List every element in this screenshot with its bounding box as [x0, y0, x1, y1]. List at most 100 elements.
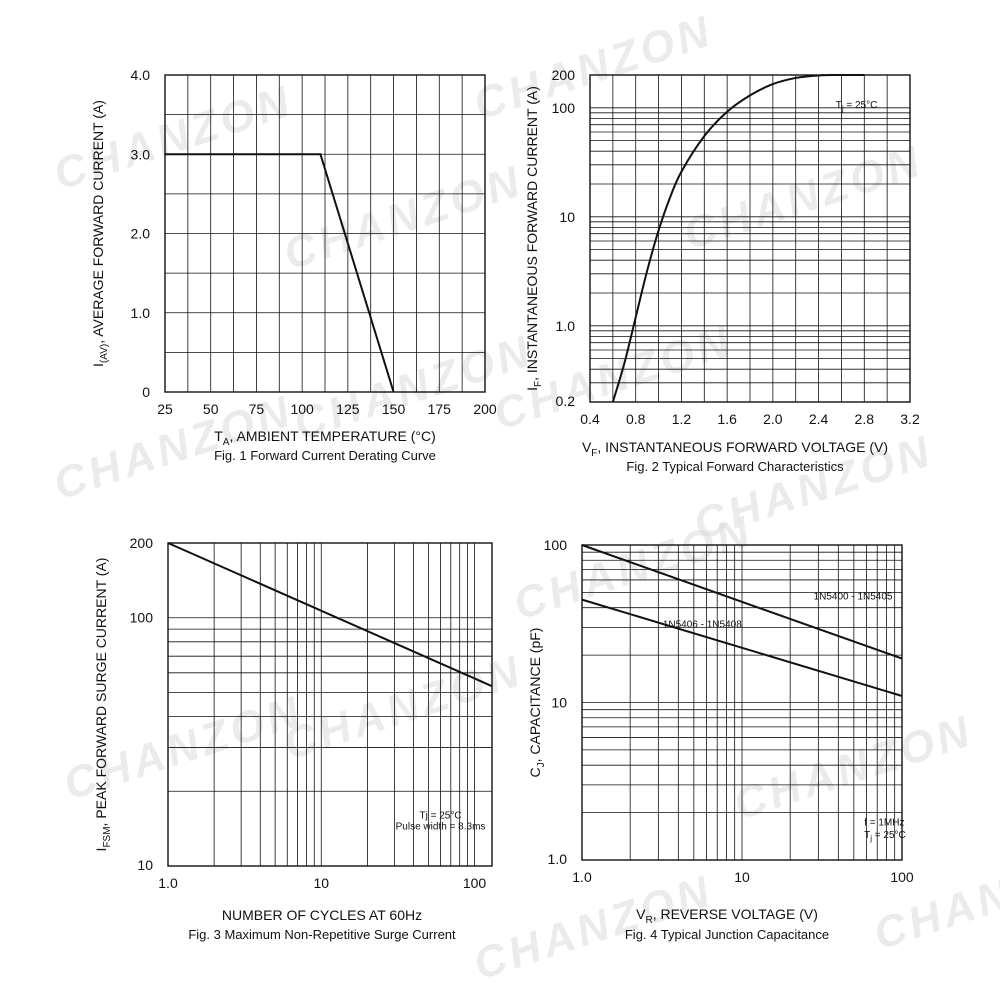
fig1-series — [165, 153, 395, 393]
fig2-x-tick-label: 0.4 — [580, 411, 600, 427]
watermark-text: CHANZON — [868, 836, 1000, 959]
fig4-x-tick-label: 100 — [890, 869, 914, 885]
fig4-series — [581, 544, 903, 697]
fig4-annotation-sub: j — [869, 834, 872, 843]
fig4-y-tick-label: 1.0 — [548, 851, 568, 867]
fig3-y-tick-label: 10 — [137, 857, 153, 873]
fig4-x-ticks: 1.0 10 100 — [572, 869, 914, 885]
fig4-annotation-main: 1N5400 - 1N5405 — [814, 592, 893, 603]
fig1-x-ticks: 25 50 75 100 125 150 175 200 — [157, 401, 497, 417]
fig3-x-tick-label: 10 — [313, 875, 329, 891]
fig3-x-tick-label: 1.0 — [158, 875, 178, 891]
fig2-x-tick-label: 1.2 — [672, 411, 692, 427]
fig2-y-tick-label: 10 — [559, 209, 575, 225]
fig4-annotation-rest: = 25°C — [872, 830, 906, 841]
fig4-y-ticks: 1.0 10 100 — [544, 537, 568, 867]
fig2-series — [611, 73, 865, 403]
watermark-text: CHANZON — [508, 506, 759, 629]
fig4-x-tick-label: 1.0 — [572, 869, 592, 885]
fig1-y-ticks: 0 1.0 2.0 3.0 4.0 — [131, 67, 151, 400]
fig4-annotations: 1N5400 - 1N5405 1N5406 - 1N5408 f = 1MHzTj… — [663, 592, 906, 843]
fig1-x-tick-label: 50 — [203, 401, 219, 417]
fig4-annotation-main: f = 1MHz — [864, 818, 904, 829]
fig4-annotation-main: 1N5406 - 1N5408 — [663, 619, 742, 630]
fig2-x-tick-label: 2.4 — [809, 411, 829, 427]
fig4-grid — [581, 544, 903, 861]
fig4-annotation: Tj = 25°C — [864, 830, 906, 843]
fig2-annotation: Tj = 25°C — [836, 100, 878, 113]
fig1-x-tick-label: 100 — [290, 401, 314, 417]
fig1-x-axis-label: TA, AMBIENT TEMPERATURE (°C) — [214, 428, 436, 448]
fig3-series-line-1 — [167, 542, 493, 688]
fig2-caption: Fig. 2 Typical Forward Characteristics — [626, 459, 844, 474]
fig4-annotation: 1N5406 - 1N5408 — [663, 619, 742, 630]
fig2-plot-frame — [589, 74, 911, 403]
watermark-text: CHANZON — [48, 76, 299, 199]
fig4-series-line-1 — [581, 544, 903, 660]
fig2-annotation-sub: j — [841, 104, 844, 113]
fig1-series-line-1 — [165, 153, 395, 393]
fig1-x-tick-label: 200 — [473, 401, 497, 417]
fig2-x-tick-label: 2.8 — [855, 411, 875, 427]
fig2-y-tick-label: 200 — [552, 67, 576, 83]
fig3-y-tick-label: 100 — [130, 610, 154, 626]
fig2-y-tick-label: 0.2 — [556, 393, 576, 409]
fig2-annotation-main: T — [836, 100, 842, 111]
fig1-caption: Fig. 1 Forward Current Derating Curve — [214, 448, 436, 463]
fig1-x-tick-label: 175 — [428, 401, 452, 417]
fig4-annotation: 1N5400 - 1N5405 — [814, 592, 893, 603]
fig2-forward-characteristics-chart: 0.4 0.8 1.2 1.6 2.0 2.4 2.8 3.2 0.21.010100200 … — [524, 67, 920, 474]
fig2-series-line-1 — [611, 73, 865, 403]
fig4-caption: Fig. 4 Typical Junction Capacitance — [625, 927, 829, 942]
fig3-plot-frame — [167, 542, 493, 867]
fig2-y-axis-label: IF, INSTANTANEOUS FORWARD CURRENT (A) — [524, 86, 544, 391]
fig1-x-tick-label: 125 — [336, 401, 360, 417]
fig2-x-tick-label: 0.8 — [626, 411, 646, 427]
fig2-y-tick-label: 100 — [552, 100, 576, 116]
fig3-annotation-main: Pulse width = 8.3ms — [396, 822, 486, 833]
fig2-annotation-rest: = 25°C — [844, 100, 878, 111]
fig1-x-tick-label: 25 — [157, 401, 173, 417]
watermark-text: CHANZON — [278, 646, 529, 769]
fig3-caption: Fig. 3 Maximum Non-Repetitive Surge Curr… — [188, 927, 456, 942]
fig3-x-tick-label: 100 — [463, 875, 487, 891]
fig2-x-tick-label: 3.2 — [900, 411, 920, 427]
fig4-y-axis-label: CJ, CAPACITANCE (pF) — [527, 628, 547, 778]
fig4-annotation: f = 1MHz — [864, 818, 904, 829]
fig4-y-tick-label: 100 — [544, 537, 568, 553]
fig2-annotations: Tj = 25°C — [836, 100, 878, 113]
fig1-derating-chart: 25 50 75 100 125 150 175 200 0 1.0 2.0 3.0 4.0 TA, … — [90, 67, 497, 463]
fig3-annotation: Pulse width = 8.3ms — [396, 822, 486, 833]
fig3-y-axis-label: IFSM, PEAK FORWARD SURGE CURRENT (A) — [93, 558, 113, 852]
fig2-x-axis-label: VF, INSTANTANEOUS FORWARD VOLTAGE (V) — [582, 439, 888, 459]
fig4-annotation-main: T — [864, 830, 870, 841]
watermark-text: CHANZON — [278, 156, 529, 279]
fig1-y-tick-label: 0 — [142, 384, 150, 400]
fig4-y-tick-label: 10 — [551, 695, 567, 711]
fig2-x-ticks: 0.4 0.8 1.2 1.6 2.0 2.4 2.8 3.2 — [580, 411, 920, 427]
fig2-y-tick-label: 1.0 — [556, 318, 576, 334]
fig1-plot-frame — [164, 74, 486, 393]
fig3-x-axis-label: NUMBER OF CYCLES AT 60Hz — [222, 907, 422, 923]
fig3-annotation: Tj = 25°C — [419, 811, 461, 822]
fig1-y-axis-label: I(AV), AVERAGE FORWARD CURRENT (A) — [90, 100, 110, 367]
fig3-series — [167, 542, 493, 688]
fig2-y-ticks: 0.2 1.0 10 100 200 — [552, 67, 576, 409]
fig1-y-tick-label: 2.0 — [131, 226, 151, 242]
fig1-x-tick-label: 150 — [382, 401, 406, 417]
fig3-annotation-main: Tj = 25°C — [419, 811, 461, 822]
fig2-x-tick-label: 1.6 — [717, 411, 737, 427]
fig4-series-line-2 — [581, 598, 903, 697]
fig1-y-tick-label: 4.0 — [131, 67, 151, 83]
fig4-x-tick-label: 10 — [734, 869, 750, 885]
fig3-x-ticks: 1.0 10 100 — [158, 875, 486, 891]
fig1-y-tick-label: 1.0 — [131, 305, 151, 321]
fig4-junction-capacitance-chart: 1.0 10 100 1.0 10 100 1N5400 - 1N5405 1N5406 … — [527, 537, 914, 942]
fig1-y-tick-label: 3.0 — [131, 146, 151, 162]
fig3-y-ticks: 10 100 200 — [130, 535, 154, 873]
fig2-x-tick-label: 2.0 — [763, 411, 783, 427]
fig4-plot-frame — [581, 544, 903, 861]
